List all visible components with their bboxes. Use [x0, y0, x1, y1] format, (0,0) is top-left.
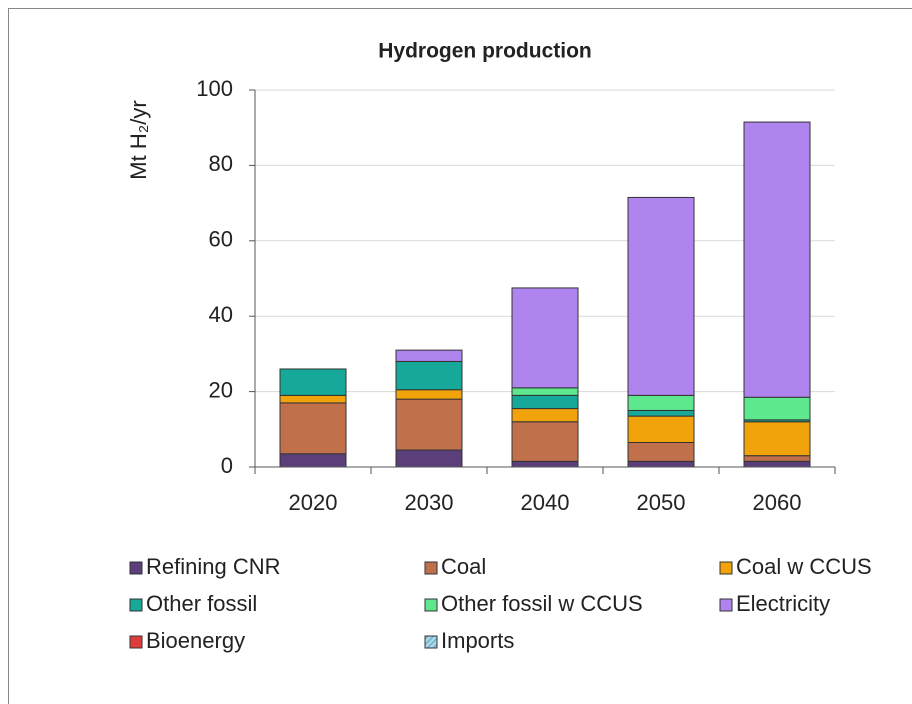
y-axis-label: Mt H₂/yr [126, 100, 151, 179]
bar-segment [743, 455, 811, 462]
legend-label: Imports [441, 628, 514, 653]
bar-segment [279, 368, 347, 396]
bar-segment [627, 441, 695, 462]
bar-segment [627, 415, 695, 443]
legend-swatch [719, 598, 733, 612]
legend-swatch [424, 598, 438, 612]
bar-segment [511, 394, 579, 410]
legend-swatch [719, 561, 733, 575]
x-tick-label: 2060 [753, 490, 802, 515]
y-tick-label: 40 [209, 302, 233, 327]
legend-label: Other fossil w CCUS [441, 591, 643, 616]
bar-segment [279, 453, 347, 468]
legend-label: Other fossil [146, 591, 257, 616]
legend-label: Refining CNR [146, 554, 281, 579]
bar-segment [279, 402, 347, 455]
bar-segment [511, 287, 579, 389]
legend-label: Electricity [736, 591, 830, 616]
legend-swatch [129, 561, 143, 575]
bar-segment [743, 460, 811, 468]
legend-swatch [424, 635, 438, 649]
bar-segment [395, 349, 463, 362]
legend-label: Coal w CCUS [736, 554, 872, 579]
legend-swatch [129, 635, 143, 649]
legend-label: Coal [441, 554, 486, 579]
x-tick-label: 2050 [637, 490, 686, 515]
x-tick-label: 2030 [405, 490, 454, 515]
bar-segment [627, 409, 695, 417]
y-tick-label: 60 [209, 227, 233, 252]
y-tick-label: 0 [221, 453, 233, 478]
bar-segment [743, 396, 811, 421]
bar-segment [743, 421, 811, 457]
bar-segment [395, 360, 463, 391]
x-tick-label: 2040 [521, 490, 570, 515]
legend-label: Bioenergy [146, 628, 245, 653]
bar-segment [395, 398, 463, 451]
bar-segment [511, 421, 579, 462]
bar-segment [511, 408, 579, 423]
bar-segment [627, 196, 695, 396]
bar-segment [279, 394, 347, 404]
chart-title: Hydrogen production [378, 40, 592, 63]
y-tick-label: 20 [209, 377, 233, 402]
x-tick-label: 2020 [289, 490, 338, 515]
bar-segment [627, 460, 695, 468]
bar-segment [627, 394, 695, 411]
bar-segment [395, 449, 463, 468]
bar-segment [511, 387, 579, 396]
y-tick-label: 80 [209, 151, 233, 176]
legend-swatch [424, 561, 438, 575]
bar-segment [511, 460, 579, 468]
y-tick-label: 100 [196, 76, 233, 101]
legend-swatch [129, 598, 143, 612]
bar-segment [743, 121, 811, 398]
bar-segment [395, 389, 463, 400]
